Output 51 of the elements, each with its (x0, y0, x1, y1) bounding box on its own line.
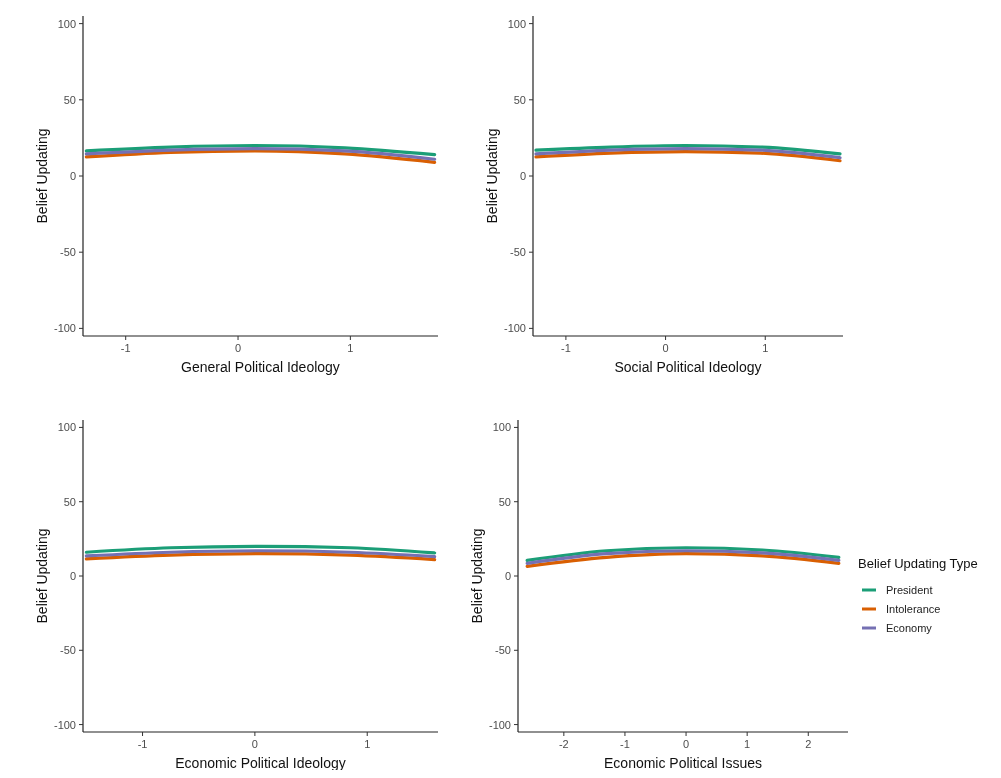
x-axis-title: Economic Political Ideology (175, 755, 346, 771)
x-tick-label: 1 (347, 342, 354, 354)
x-tick-label: -1 (137, 738, 148, 750)
line-series (84, 544, 437, 555)
y-tick-label: 50 (498, 495, 511, 508)
y-axis-title: Belief Updating (484, 128, 500, 224)
y-tick-label: -100 (488, 718, 511, 731)
y-tick-label: 100 (57, 421, 76, 434)
x-axis-title: Economic Political Issues (604, 755, 762, 771)
y-tick-label: 0 (504, 570, 511, 582)
x-tick-label: 0 (234, 342, 242, 354)
y-tick-label: -50 (495, 644, 511, 657)
y-axis-title: Belief Updating (34, 528, 50, 624)
x-tick-label: -1 (120, 342, 131, 354)
y-tick-label: 0 (519, 170, 526, 182)
y-tick-label: -100 (53, 322, 76, 335)
x-tick-label: 0 (662, 342, 669, 354)
y-tick-label: 0 (69, 170, 76, 182)
line-series (84, 143, 437, 157)
x-tick-label: 1 (744, 738, 751, 750)
y-tick-label: 50 (513, 93, 526, 106)
x-tick-label: -1 (620, 738, 630, 750)
x-tick-label: -1 (561, 342, 571, 354)
y-tick-label: 100 (507, 17, 526, 30)
legend-title: Belief Updating Type (858, 556, 978, 571)
y-tick-label: 100 (57, 17, 76, 30)
x-tick-label: 1 (762, 342, 769, 354)
y-tick-label: 50 (63, 495, 76, 508)
line-series (534, 143, 842, 156)
legend-label: Intolerance (886, 603, 941, 615)
line-series (534, 146, 842, 160)
y-tick-label: -100 (503, 322, 526, 335)
y-tick-label: 100 (492, 421, 511, 434)
x-tick-label: 1 (364, 738, 371, 750)
y-axis-title: Belief Updating (469, 528, 485, 624)
x-tick-label: 2 (805, 738, 812, 750)
y-tick-label: -100 (53, 718, 76, 731)
x-tick-label: -2 (558, 738, 569, 750)
x-axis-title: Social Political Ideology (614, 359, 762, 375)
y-tick-label: -50 (510, 246, 526, 259)
y-tick-label: 0 (69, 570, 76, 582)
x-tick-label: 0 (682, 738, 690, 750)
legend-label: Economy (886, 622, 933, 634)
y-tick-label: -50 (60, 246, 76, 259)
y-tick-label: 50 (63, 93, 76, 106)
x-axis-title: General Political Ideology (181, 359, 340, 375)
legend-label: President (886, 584, 933, 596)
line-series (534, 150, 842, 163)
x-tick-label: 0 (251, 738, 258, 750)
y-tick-label: -50 (60, 644, 76, 657)
y-axis-title: Belief Updating (34, 128, 50, 224)
